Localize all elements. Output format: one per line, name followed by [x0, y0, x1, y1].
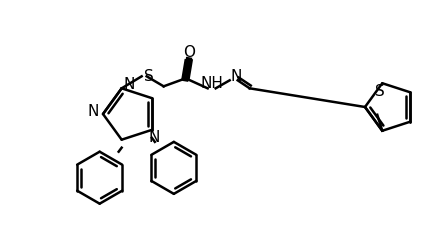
- Text: N: N: [231, 69, 243, 84]
- Text: N: N: [87, 105, 99, 119]
- Text: NH: NH: [200, 76, 223, 91]
- Text: N: N: [148, 130, 160, 145]
- Text: N: N: [124, 77, 135, 92]
- Text: O: O: [183, 45, 195, 60]
- Text: S: S: [144, 69, 154, 84]
- Text: S: S: [375, 84, 385, 99]
